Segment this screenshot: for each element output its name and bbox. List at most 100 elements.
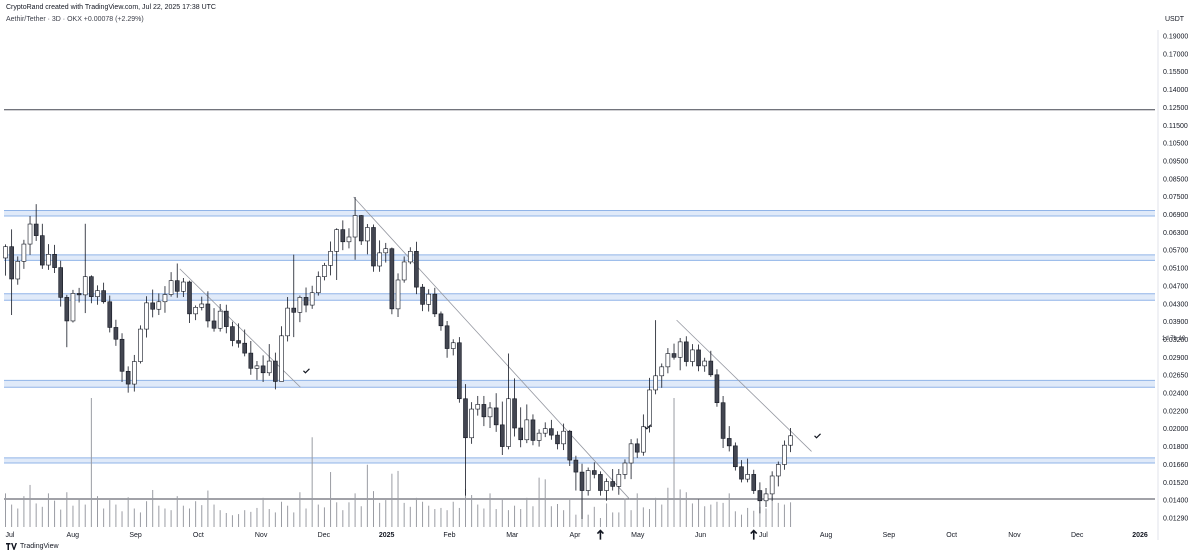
- candle-body-up: [365, 227, 370, 242]
- candle-body-up: [46, 254, 51, 266]
- candles: [3, 197, 793, 519]
- candle-body-up: [604, 481, 609, 491]
- candle-body-down: [242, 342, 247, 354]
- candle-body-up: [426, 293, 431, 305]
- candle-body-up: [506, 398, 511, 447]
- time-tick-label: Jul: [6, 532, 15, 539]
- candle-body-up: [328, 251, 333, 266]
- price-tick-label: 0.11500: [1163, 123, 1188, 130]
- candle-body-up: [266, 360, 272, 374]
- countdown-suffix: 10: [1178, 336, 1186, 342]
- candle-body-up: [168, 280, 174, 295]
- time-tick-label: Jun: [695, 532, 706, 539]
- candle-body-up: [70, 293, 76, 322]
- time-tick-label: Nov: [1008, 532, 1021, 539]
- candle-body-up: [769, 475, 775, 495]
- candle-body-down: [432, 293, 438, 315]
- price-tick-label: 0.04700: [1163, 283, 1188, 290]
- candle-body-down: [733, 445, 738, 468]
- candle-body-up: [346, 236, 352, 243]
- candle-body-down: [549, 428, 554, 436]
- candle-body-down: [444, 325, 450, 349]
- candle-body-down: [107, 301, 113, 328]
- zone-band-1: [4, 254, 1155, 261]
- annotations: [303, 368, 821, 540]
- candle-body-down: [567, 430, 573, 461]
- candle-body-down: [230, 326, 235, 341]
- candle-body-down: [555, 434, 560, 445]
- bar-countdown: 1d 7h 10: [1162, 336, 1185, 342]
- price-axis[interactable]: 0.19000 0.17000 0.15500 0.14000 0.12500 0.115…: [1157, 30, 1188, 540]
- candle-body-down: [414, 251, 419, 288]
- candle-body-up: [524, 419, 530, 441]
- candle-body-up: [401, 261, 407, 281]
- candle-body-up: [775, 464, 781, 477]
- price-tick-label: 0.05700: [1163, 248, 1188, 255]
- time-tick-label: Jul: [759, 532, 768, 539]
- price-tick-label: 0.19000: [1163, 34, 1188, 41]
- price-tick-label: 0.14000: [1163, 87, 1188, 94]
- candle-body-up: [677, 341, 683, 358]
- zone-band-3: [4, 380, 1155, 388]
- candle-body-down: [101, 290, 106, 303]
- time-tick-label: Oct: [946, 532, 957, 539]
- price-tick-label: 0.01800: [1163, 444, 1188, 451]
- price-tick-label: 0.15500: [1163, 69, 1188, 76]
- price-tick-label: 0.12500: [1163, 105, 1188, 112]
- candle-body-down: [579, 471, 585, 491]
- candle-body-up: [763, 493, 769, 502]
- time-tick-label: Nov: [255, 532, 268, 539]
- candle-body-down: [499, 424, 505, 447]
- price-tick-label: 0.04300: [1163, 301, 1188, 308]
- candle-body-up: [395, 279, 401, 310]
- candle-body-down: [598, 474, 603, 491]
- candle-body-up: [334, 229, 339, 252]
- candle-body-down: [174, 280, 180, 292]
- candle-body-up: [665, 353, 671, 368]
- candle-body-down: [726, 438, 732, 447]
- candle-body-up: [82, 276, 88, 296]
- candle-body-down: [303, 297, 309, 306]
- candle-body-down: [9, 246, 14, 280]
- candle-body-up: [745, 474, 750, 480]
- horizontal-levels: [4, 109, 1155, 500]
- price-tick-label: 0.02000: [1163, 426, 1188, 433]
- checkmark-icon: [303, 368, 310, 374]
- candle-body-down: [236, 340, 241, 344]
- candle-body-up: [487, 407, 493, 418]
- price-tick-label: 0.02650: [1163, 373, 1188, 380]
- candle-body-down: [125, 370, 131, 385]
- price-tick-label: 0.09500: [1163, 158, 1188, 165]
- candle-body-up: [279, 335, 284, 382]
- price-tick-label: 0.01400: [1163, 498, 1188, 505]
- candle-body-down: [757, 490, 763, 502]
- candle-body-up: [561, 430, 566, 445]
- candle-body-up: [616, 474, 622, 487]
- candle-body-up: [21, 243, 27, 262]
- checkmark-icon: [644, 424, 652, 430]
- candle-body-up: [15, 261, 21, 280]
- support-resistance-zones: [4, 210, 1155, 464]
- candle-body-up: [131, 361, 137, 385]
- candle-body-up: [383, 248, 389, 254]
- tradingview-logo[interactable]: TradingView: [6, 543, 59, 550]
- time-tick-label: Sep: [883, 532, 896, 539]
- candle-body-down: [58, 267, 63, 298]
- price-tick-label: 0.02900: [1163, 355, 1188, 362]
- time-axis[interactable]: Jul Aug Sep Oct Nov Dec 2025 Feb Mar Apr May Jun Jul…: [6, 532, 1148, 539]
- candle-body-down: [371, 227, 376, 267]
- candle-body-up: [659, 366, 665, 377]
- symbol-info: Aethir/Tether · 3D · OKX +0.00078 (+2.29…: [6, 16, 144, 23]
- time-tick-label: Oct: [193, 532, 204, 539]
- candle-body-up: [377, 252, 382, 267]
- time-tick-label: Mar: [506, 532, 519, 539]
- candle-body-down: [187, 281, 192, 315]
- candle-body-up: [138, 328, 143, 362]
- candle-body-up: [217, 310, 223, 329]
- candle-body-down: [438, 313, 444, 327]
- candle-body-up: [3, 246, 8, 259]
- candle-body-down: [340, 229, 346, 243]
- candle-body-down: [358, 215, 364, 242]
- price-unit-label: USDT: [1165, 16, 1185, 23]
